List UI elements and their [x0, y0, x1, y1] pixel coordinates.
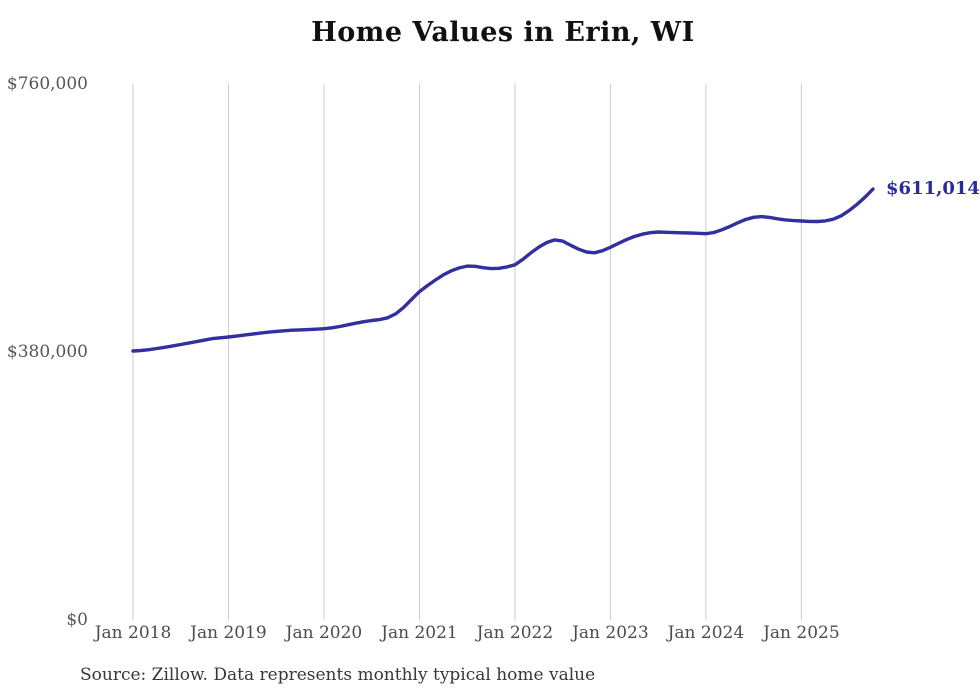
y-axis-label: $760,000	[6, 74, 88, 94]
chart-title: Home Values in Erin, WI	[311, 17, 695, 48]
y-axis-label: $0	[66, 610, 88, 630]
x-axis-label: Jan 2021	[381, 623, 458, 643]
x-axis-label: Jan 2023	[572, 623, 649, 643]
y-axis-label: $380,000	[6, 342, 88, 362]
x-axis-label: Jan 2024	[667, 623, 745, 643]
value-line	[131, 187, 875, 353]
x-axis-label: Jan 2022	[476, 623, 554, 643]
x-axis-label: Jan 2020	[285, 623, 363, 643]
x-axis-label: Jan 2019	[190, 623, 267, 643]
source-note: Source: Zillow. Data represents monthly …	[80, 665, 596, 685]
x-axis-label: Jan 2025	[763, 623, 840, 643]
x-axis-label: Jan 2018	[94, 623, 172, 643]
current-value-label: $611,014	[886, 178, 980, 200]
